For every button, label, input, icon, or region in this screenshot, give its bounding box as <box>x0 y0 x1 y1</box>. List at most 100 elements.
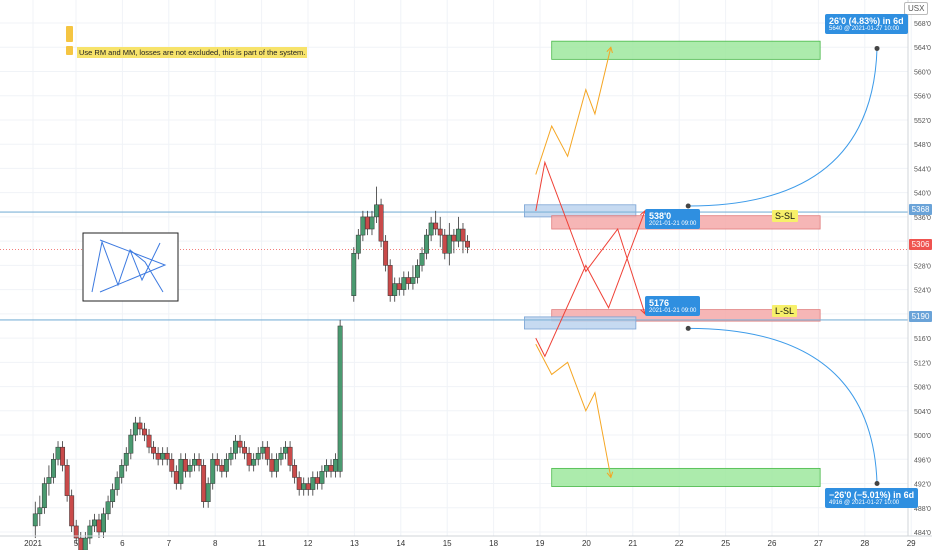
candle-body <box>119 465 125 478</box>
candle-body <box>269 459 275 472</box>
candle-body <box>355 234 361 254</box>
y-tick-label: 524'0 <box>914 288 931 295</box>
candle-body <box>246 452 252 466</box>
candle-body <box>37 507 43 515</box>
candle-body <box>51 459 56 478</box>
bull-target-callout[interactable]: 26'0 (4.83%) in 6d 5640 @ 2021-01-27 10:… <box>825 14 908 34</box>
candle-body <box>383 240 389 266</box>
candle-body <box>41 483 47 509</box>
candle-body <box>46 477 52 484</box>
candle-body <box>82 537 88 550</box>
candle-body <box>324 465 329 472</box>
y-tick-label: 508'0 <box>914 385 931 392</box>
x-tick-label: 21 <box>628 539 637 548</box>
x-tick-label: 19 <box>536 539 545 548</box>
candle-body <box>237 440 243 448</box>
candle-body <box>364 216 370 230</box>
x-tick-label: 2021 <box>24 539 42 548</box>
bear-target-callout[interactable]: −26'0 (−5.01%) in 6d 4916 @ 2021-01-27 1… <box>825 488 919 508</box>
candle-body <box>187 465 193 472</box>
y-tick-label: 512'0 <box>914 360 931 367</box>
candle-body <box>228 452 234 460</box>
y-tick-label: 504'0 <box>914 409 931 416</box>
candle-body <box>460 228 466 242</box>
y-tick-label: 552'0 <box>914 118 931 125</box>
y-tick-label: 560'0 <box>914 69 931 76</box>
candle-body <box>101 513 106 533</box>
candle-body <box>296 477 302 490</box>
bull-scenario-path <box>535 47 612 175</box>
candle-body <box>196 459 202 466</box>
x-tick-label: 25 <box>721 539 730 548</box>
x-tick-label: 28 <box>860 539 869 548</box>
candle-body <box>415 265 420 278</box>
x-tick-label: 15 <box>443 539 452 548</box>
candle-body <box>387 265 393 296</box>
triangle-pattern-thumbnail <box>82 232 179 302</box>
candle-body <box>314 477 320 484</box>
candle-body <box>251 459 257 466</box>
lower-line-price-tag: 5190 <box>909 311 932 322</box>
callout-date: 2021-01-21 09:00 <box>649 308 697 314</box>
bear-scenario-path <box>535 160 646 315</box>
candle-body <box>242 446 248 454</box>
candle-body <box>87 525 93 539</box>
candle-body <box>278 452 284 460</box>
candle-body <box>419 253 425 266</box>
candle-body <box>424 234 430 254</box>
path-arrowhead <box>606 46 613 54</box>
x-tick-label: 20 <box>582 539 591 548</box>
candle-body <box>219 465 225 472</box>
candle-body <box>110 489 116 502</box>
x-tick-label: 12 <box>304 539 313 548</box>
candle-body <box>392 283 398 296</box>
candle-body <box>205 483 211 502</box>
candle-body <box>410 277 416 284</box>
candle-body <box>396 283 402 290</box>
candle-body <box>437 228 443 236</box>
bear-scenario-path <box>535 210 646 358</box>
candle-body <box>201 465 207 502</box>
candle-body <box>214 459 220 466</box>
candle-body <box>351 253 357 296</box>
candle-body <box>337 325 343 472</box>
candle-body <box>64 465 70 496</box>
candle-body <box>378 204 384 242</box>
projection-curve <box>688 327 878 484</box>
candle-body <box>173 471 179 484</box>
projection-start-dot <box>685 203 691 209</box>
candle-body <box>182 459 188 472</box>
y-tick-label: 556'0 <box>914 94 931 101</box>
candle-body <box>455 228 461 242</box>
y-tick-label: 564'0 <box>914 45 931 52</box>
candle-body <box>374 204 379 218</box>
risk-notice: Use RM and MM, losses are not excluded, … <box>77 47 308 58</box>
candle-body <box>60 446 66 466</box>
candle-body <box>192 459 197 466</box>
x-tick-label: 22 <box>675 539 684 548</box>
y-tick-label: 500'0 <box>914 433 931 440</box>
candle-body <box>273 459 279 472</box>
candle-body <box>305 483 311 490</box>
candle-body <box>428 222 434 236</box>
x-tick-label: 29 <box>907 539 916 548</box>
candle-body <box>137 422 143 430</box>
callout-change: −26'0 (−5.01%) in 6d <box>829 490 915 500</box>
candle-body <box>328 465 334 472</box>
path-arrowhead <box>606 471 614 479</box>
candle-body <box>91 519 97 527</box>
candle-body <box>160 452 166 460</box>
candle-body <box>210 459 216 484</box>
y-tick-label: 536'0 <box>914 215 931 222</box>
candle-body <box>405 277 411 284</box>
candle-body <box>333 459 339 472</box>
x-tick-label: 18 <box>489 539 498 548</box>
projection-curve <box>688 48 878 207</box>
long-stop-callout[interactable]: 5176 2021-01-21 09:00 <box>645 296 701 316</box>
symbol-label: USX <box>904 2 929 15</box>
entry-zone <box>524 204 637 218</box>
target-zone <box>551 40 821 60</box>
short-stop-callout[interactable]: 538'0 2021-01-21 09:00 <box>645 209 701 229</box>
